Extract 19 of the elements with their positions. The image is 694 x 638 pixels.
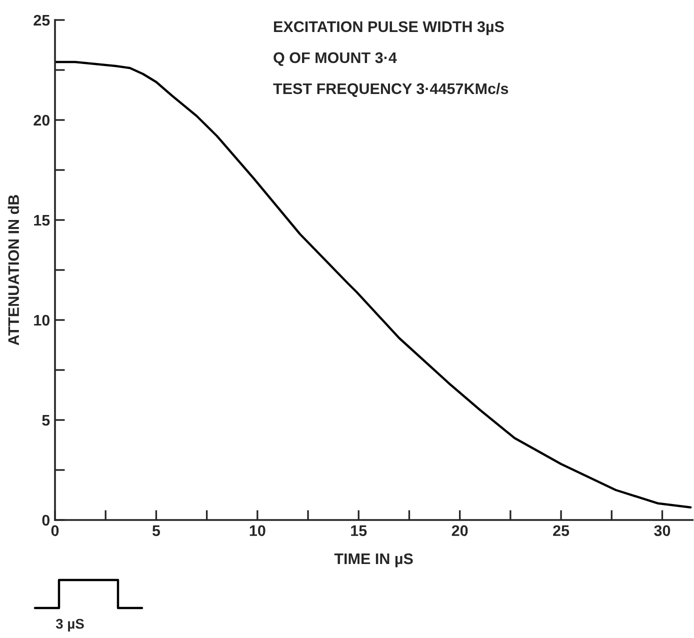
- x-tick-label: 5: [152, 525, 160, 536]
- text: 3 µS: [56, 618, 84, 632]
- y-tick-label: 5: [42, 415, 50, 426]
- x-tick-label: 15: [351, 525, 367, 536]
- x-tick-label: 10: [250, 525, 266, 536]
- y-tick-label: 25: [34, 14, 50, 26]
- annotation: Q OF MOUNT 3·4: [274, 52, 397, 66]
- y-tick-label: 0: [42, 514, 50, 526]
- annotation: EXCITATION PULSE WIDTH 3µS: [274, 21, 504, 36]
- x-tick-label: 25: [553, 525, 570, 536]
- y-tick-label: 15: [34, 215, 50, 226]
- x-tick-label: 30: [654, 525, 670, 536]
- y-tick-label: 20: [34, 114, 50, 126]
- y-axis-title: ATTENUATION IN dB: [8, 195, 20, 346]
- y-tick-label: 10: [34, 314, 50, 326]
- x-tick-label: 0: [51, 525, 59, 536]
- annotation: TEST FREQUENCY 3·4457KMc/s: [273, 82, 508, 97]
- x-axis-title: TIME IN µS: [334, 553, 413, 568]
- x-tick-label: 20: [452, 525, 468, 536]
